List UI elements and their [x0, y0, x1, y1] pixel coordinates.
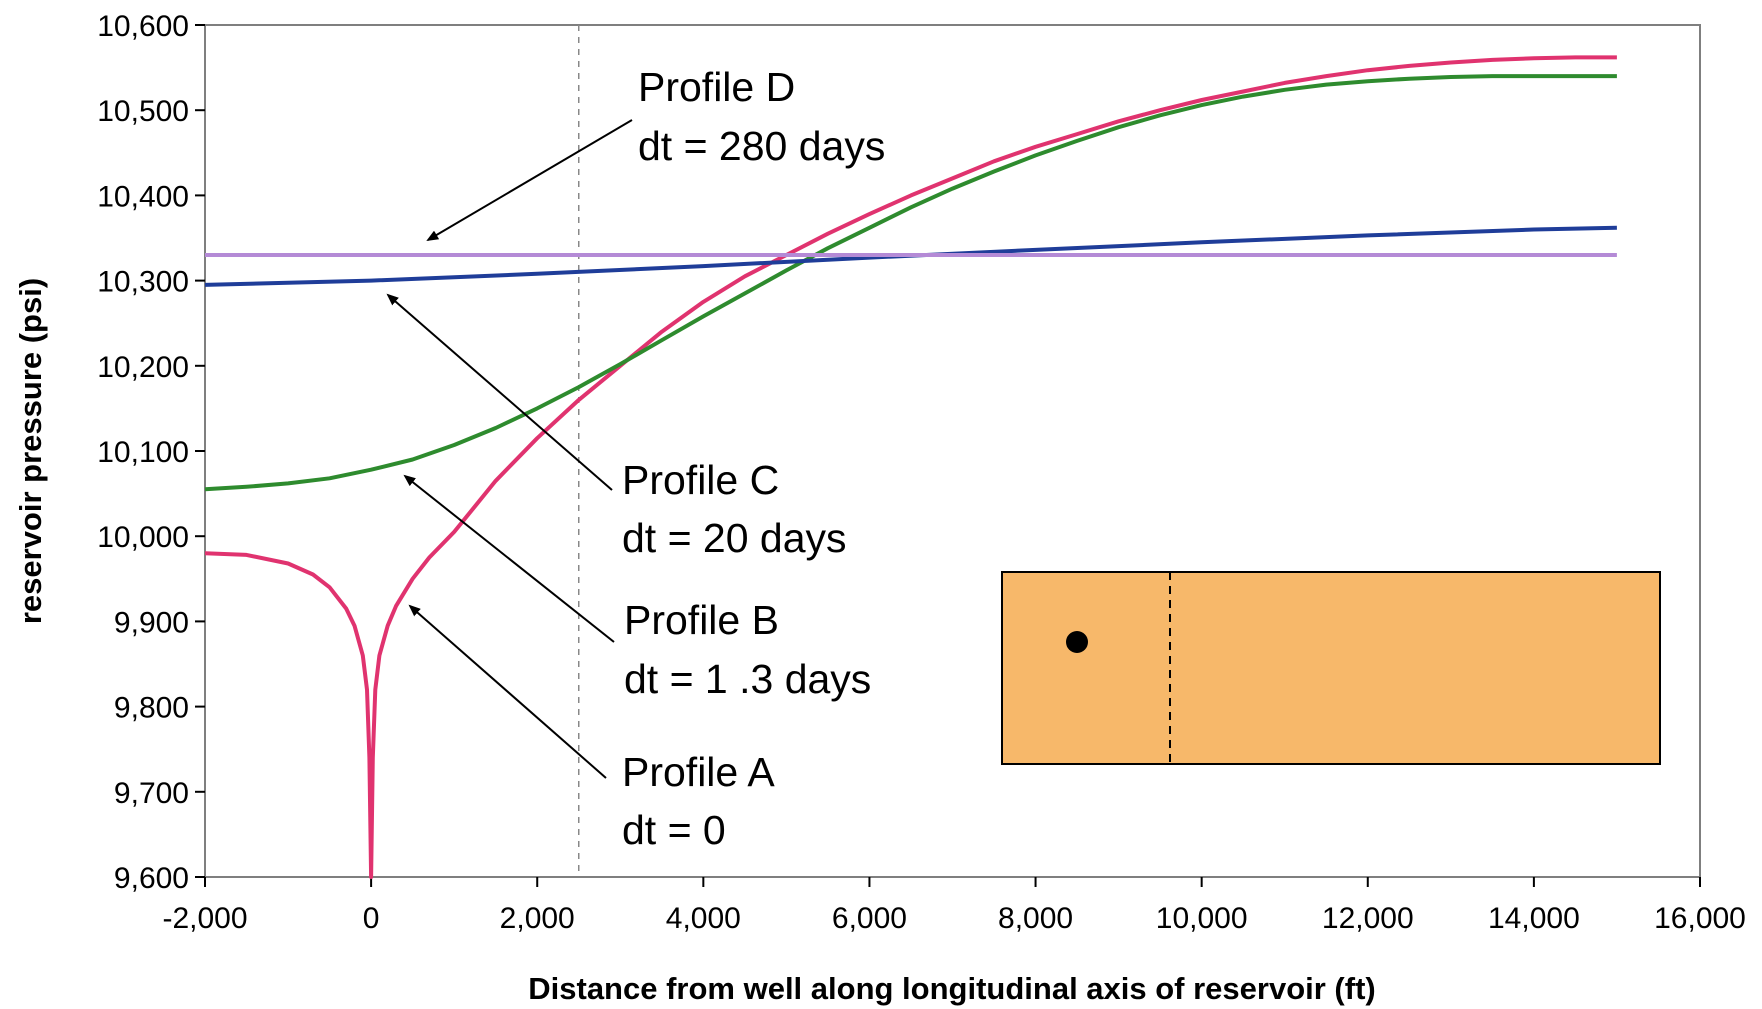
annotation-profile-a: Profile A dt = 0 — [408, 604, 775, 853]
x-axis: -2,000 0 2,000 4,000 6,000 8,000 10,000 12,000 1… — [162, 877, 1746, 935]
y-tick-label: 9,900 — [114, 606, 189, 639]
y-tick-label: 10,000 — [97, 521, 189, 554]
x-tick-label: 4,000 — [666, 902, 741, 935]
x-tick-label: -2,000 — [162, 902, 247, 935]
series-group — [204, 55, 1617, 879]
x-axis-title: Distance from well along longitudinal ax… — [528, 971, 1375, 1006]
y-tick-label: 9,600 — [114, 862, 189, 895]
profile-a-arrow — [408, 604, 607, 779]
x-tick-label: 8,000 — [998, 902, 1073, 935]
profile-c-dt: dt = 20 days — [622, 515, 847, 561]
well-marker — [1066, 631, 1088, 653]
profile-a-dt: dt = 0 — [622, 807, 726, 853]
x-tick-label: 16,000 — [1654, 902, 1746, 935]
y-tick-label: 10,600 — [97, 10, 189, 43]
y-tick-label: 9,700 — [114, 777, 189, 810]
profile-b-name: Profile B — [624, 597, 779, 643]
x-tick-label: 6,000 — [832, 902, 907, 935]
annotation-profile-c: Profile C dt = 20 days — [386, 293, 847, 561]
y-axis: 9,600 9,700 9,800 9,900 10,000 10,100 10,200 10… — [97, 10, 205, 895]
x-tick-label: 12,000 — [1322, 902, 1414, 935]
series-line-1 — [204, 55, 1617, 879]
x-tick-label: 10,000 — [1156, 902, 1248, 935]
y-tick-label: 9,800 — [114, 692, 189, 725]
y-tick-label: 10,100 — [97, 436, 189, 469]
reservoir-rectangle — [1001, 571, 1661, 765]
y-tick-label: 10,300 — [97, 266, 189, 299]
profile-d-dt: dt = 280 days — [638, 123, 885, 169]
profile-d-name: Profile D — [638, 64, 795, 110]
annotation-profile-d: Profile D dt = 280 days — [426, 64, 885, 242]
x-tick-label: 0 — [363, 902, 380, 935]
profile-b-dt: dt = 1 .3 days — [624, 656, 871, 702]
reservoir-inset — [1001, 571, 1661, 765]
y-tick-label: 10,400 — [97, 180, 189, 213]
y-tick-label: 10,200 — [97, 351, 189, 384]
series-line-2 — [204, 74, 1617, 492]
y-tick-label: 10,500 — [97, 95, 189, 128]
profile-b-arrow — [403, 474, 615, 643]
profile-a-name: Profile A — [622, 749, 775, 795]
x-tick-label: 2,000 — [500, 902, 575, 935]
x-tick-label: 14,000 — [1488, 902, 1580, 935]
profile-c-arrow — [386, 293, 613, 491]
profile-d-arrow — [426, 119, 633, 242]
annotation-profile-b: Profile B dt = 1 .3 days — [403, 474, 871, 702]
y-axis-title: reservoir pressure (psi) — [13, 278, 48, 624]
profile-c-name: Profile C — [622, 457, 779, 503]
